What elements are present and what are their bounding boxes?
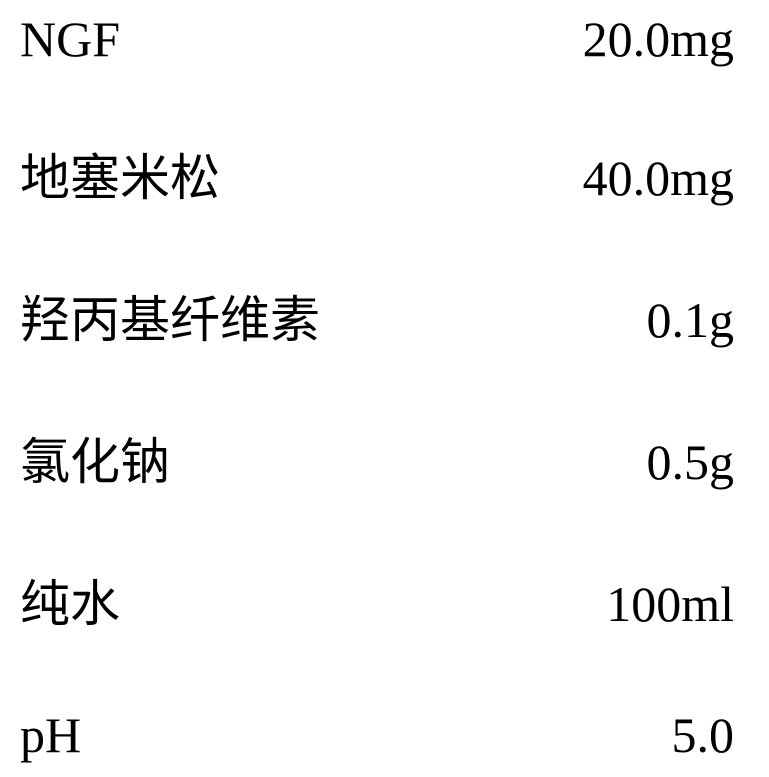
table-row: 羟丙基纤维素 0.1g: [20, 280, 749, 352]
ingredient-label: pH: [20, 706, 81, 764]
ingredient-label: 氯化钠: [20, 422, 170, 494]
ingredient-value: 0.5g: [647, 433, 750, 491]
ingredient-label: 纯水: [20, 564, 120, 636]
ingredient-value: 5.0: [672, 706, 750, 764]
ingredient-value: 20.0mg: [583, 10, 749, 68]
table-row: 氯化钠 0.5g: [20, 422, 749, 494]
formula-table: NGF 20.0mg 地塞米松 40.0mg 羟丙基纤维素 0.1g 氯化钠 0…: [20, 10, 749, 764]
ingredient-value: 100ml: [606, 575, 749, 633]
table-row: pH 5.0: [20, 706, 749, 764]
table-row: 纯水 100ml: [20, 564, 749, 636]
table-row: 地塞米松 40.0mg: [20, 138, 749, 210]
ingredient-value: 40.0mg: [583, 149, 749, 207]
ingredient-label: NGF: [20, 10, 120, 68]
ingredient-value: 0.1g: [647, 291, 750, 349]
ingredient-label: 羟丙基纤维素: [20, 280, 320, 352]
table-row: NGF 20.0mg: [20, 10, 749, 68]
ingredient-label: 地塞米松: [20, 138, 220, 210]
